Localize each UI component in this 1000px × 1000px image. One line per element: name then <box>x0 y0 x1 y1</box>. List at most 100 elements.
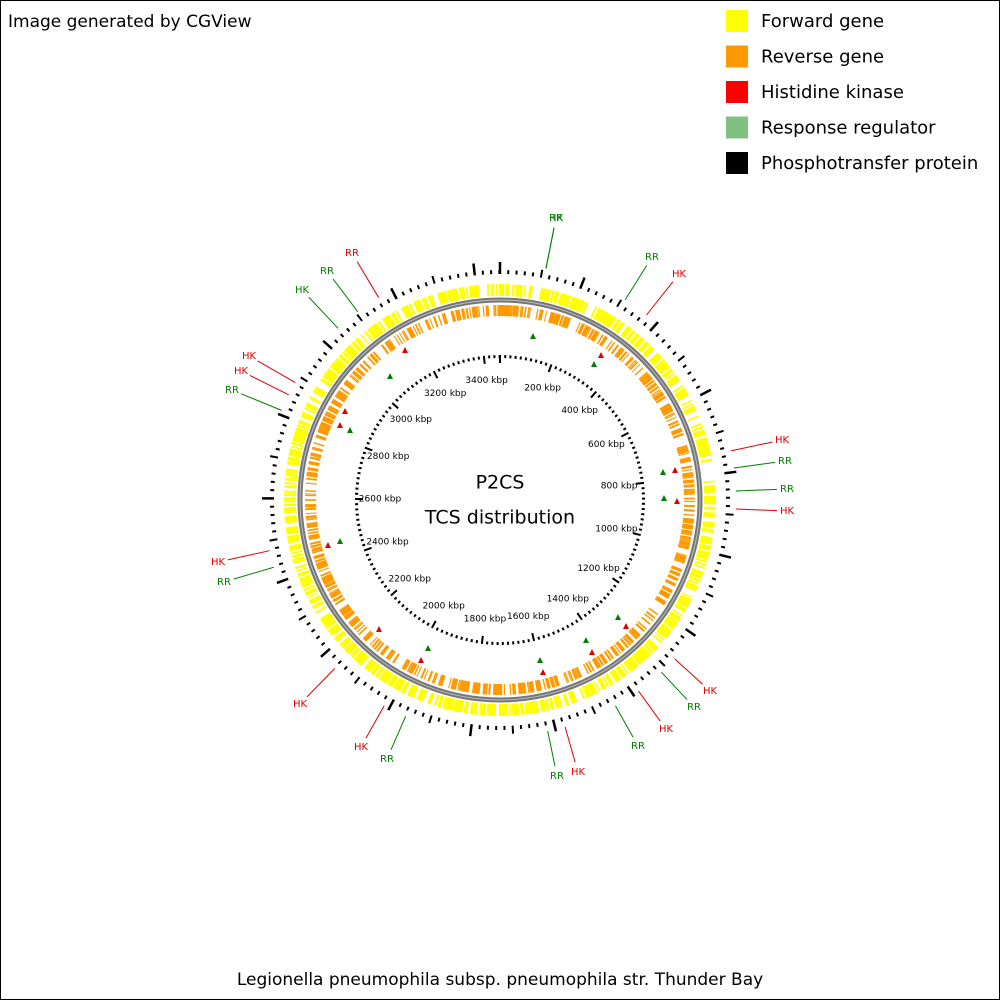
scale-label: 1200 kbp <box>577 564 620 574</box>
reverse-gene <box>534 680 540 692</box>
forward-gene <box>285 525 299 531</box>
scale-tick <box>612 584 617 588</box>
forward-gene <box>374 322 384 334</box>
tcs-marker <box>347 427 353 433</box>
reverse-gene <box>681 465 693 470</box>
outer-tick <box>428 715 433 724</box>
scale-tick <box>362 451 367 455</box>
outer-tick <box>719 447 725 450</box>
forward-gene <box>682 402 694 410</box>
forward-gene <box>556 695 561 708</box>
reverse-gene <box>379 644 388 655</box>
reverse-gene <box>308 533 320 538</box>
scale-tick <box>357 523 361 527</box>
reverse-gene <box>334 394 346 403</box>
outer-tick <box>661 338 666 344</box>
reverse-gene <box>634 367 644 376</box>
forward-gene <box>674 387 686 396</box>
forward-gene <box>621 326 631 338</box>
reverse-gene <box>308 460 320 466</box>
reverse-gene <box>629 629 639 639</box>
forward-gene <box>287 535 300 540</box>
legend-swatch <box>726 152 748 174</box>
outer-tick <box>640 676 645 681</box>
forward-gene <box>625 329 635 341</box>
forward-gene <box>388 674 398 687</box>
reverse-gene <box>401 658 409 669</box>
reverse-gene <box>660 405 672 412</box>
forward-gene <box>562 693 568 706</box>
forward-gene <box>664 619 676 628</box>
reverse-gene <box>309 456 321 461</box>
forward-gene <box>394 678 403 690</box>
forward-gene <box>410 685 418 698</box>
reverse-gene <box>350 374 360 382</box>
scale-tick <box>374 571 379 576</box>
forward-gene <box>597 678 606 690</box>
reverse-gene <box>667 420 679 427</box>
tcs-marker <box>661 495 667 501</box>
scale-tick <box>462 359 465 363</box>
tcs-marker <box>418 657 424 663</box>
reverse-gene <box>339 604 351 614</box>
forward-gene <box>698 450 711 456</box>
forward-gene <box>519 702 524 715</box>
scale-tick <box>388 406 392 410</box>
reverse-gene <box>319 422 332 430</box>
feature-label: HK <box>211 557 226 568</box>
reverse-gene <box>315 436 327 441</box>
forward-gene <box>291 552 304 559</box>
reverse-gene <box>458 309 462 321</box>
reverse-gene <box>575 322 581 333</box>
forward-gene <box>488 703 492 716</box>
forward-gene <box>305 588 318 596</box>
forward-gene <box>402 306 410 318</box>
reverse-gene <box>679 538 691 542</box>
scale-tick <box>368 436 373 441</box>
scale-label: 1000 kbp <box>595 525 638 535</box>
forward-gene <box>292 438 305 445</box>
forward-gene <box>285 473 298 478</box>
scale-tick <box>552 631 556 635</box>
forward-gene <box>390 675 399 688</box>
forward-gene <box>290 549 303 555</box>
outer-tick <box>531 272 535 277</box>
center-subtitle: TCS distribution <box>424 507 575 529</box>
reverse-gene <box>465 681 470 693</box>
reverse-gene <box>651 388 661 396</box>
reverse-gene <box>670 427 682 433</box>
outer-tick <box>277 412 290 420</box>
forward-gene <box>470 285 474 298</box>
outer-tick <box>699 388 712 397</box>
forward-gene <box>335 631 346 642</box>
reverse-gene <box>665 413 676 420</box>
reverse-gene <box>568 670 574 682</box>
scale-tick <box>360 538 364 542</box>
reverse-gene <box>664 412 675 419</box>
forward-gene <box>698 448 711 454</box>
feature-label: RR <box>217 577 231 588</box>
scale-label: 2600 kbp <box>359 495 402 505</box>
reverse-gene <box>542 678 547 690</box>
outer-tick <box>401 291 405 296</box>
reverse-gene <box>659 403 671 412</box>
forward-gene <box>458 287 463 300</box>
reverse-gene <box>649 385 660 394</box>
forward-gene <box>304 407 316 415</box>
feature-leader <box>564 726 576 763</box>
feature-leader <box>257 360 296 383</box>
reverse-gene <box>315 559 327 566</box>
forward-gene <box>703 511 716 515</box>
scale-tick <box>632 532 641 537</box>
forward-gene <box>292 436 305 443</box>
reverse-gene <box>338 389 349 398</box>
forward-gene <box>685 582 698 591</box>
reverse-gene <box>682 523 694 528</box>
outer-tick <box>711 577 717 581</box>
forward-gene <box>629 332 639 344</box>
reverse-gene <box>321 574 333 582</box>
forward-gene <box>569 297 576 309</box>
forward-gene <box>703 513 716 517</box>
outer-tick <box>701 599 707 604</box>
forward-gene <box>355 651 365 662</box>
